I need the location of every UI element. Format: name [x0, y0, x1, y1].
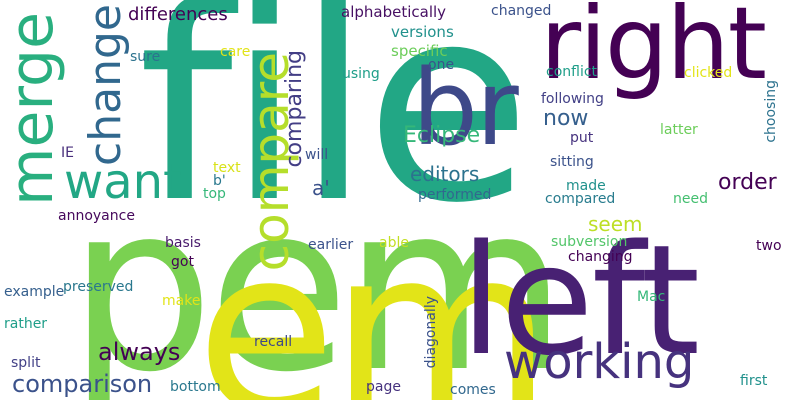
- word-using: using: [342, 66, 380, 82]
- word-example: example: [4, 284, 65, 300]
- word-alphabetically: alphabetically: [341, 3, 447, 21]
- word-want: want: [64, 154, 182, 210]
- word-editors: editors: [410, 162, 480, 186]
- word-order: order: [718, 170, 777, 195]
- word-basis: basis: [165, 235, 201, 251]
- word-able: able: [379, 235, 409, 251]
- word-latter: latter: [660, 122, 698, 138]
- word-em: em: [196, 199, 552, 400]
- word-differences: differences: [128, 4, 228, 25]
- word-subversion: subversion: [551, 234, 628, 250]
- word-split: split: [11, 355, 41, 371]
- word-two: two: [756, 238, 782, 254]
- word-merge: merge: [0, 12, 67, 206]
- word-br: br: [412, 47, 519, 169]
- word-performed: performed: [418, 187, 492, 203]
- word-working: working: [504, 334, 695, 390]
- word-now: now: [543, 106, 589, 131]
- word-comparing: comparing: [282, 50, 307, 168]
- word-will: will: [305, 147, 329, 163]
- word-seem: seem: [588, 212, 643, 236]
- word-clicked: clicked: [684, 65, 733, 81]
- word-right: right: [540, 0, 767, 102]
- word-a-prime: a': [312, 176, 330, 200]
- word-annoyance: annoyance: [58, 208, 135, 224]
- word-always: always: [98, 338, 181, 366]
- word-compared: compared: [545, 191, 616, 207]
- word-conflict: conflict: [546, 64, 598, 80]
- word-pem: pem: [68, 156, 568, 400]
- word-first: first: [740, 373, 768, 389]
- word-versions: versions: [391, 23, 454, 41]
- word-care: care: [220, 44, 251, 60]
- word-comparison: comparison: [12, 370, 153, 398]
- word-change: change: [80, 4, 131, 166]
- word-diagonally: diagonally: [423, 296, 439, 369]
- word-choosing: choosing: [763, 80, 779, 143]
- word-put: put: [570, 130, 594, 146]
- word-need: need: [673, 191, 708, 207]
- word-page: page: [366, 379, 401, 395]
- word-top: top: [203, 186, 226, 202]
- word-bottom: bottom: [170, 379, 221, 395]
- word-changing: changing: [568, 249, 633, 265]
- word-preserved: preserved: [63, 279, 134, 295]
- word-file: file: [138, 0, 531, 262]
- word-make: make: [162, 293, 201, 309]
- word-earlier: earlier: [308, 237, 354, 253]
- word-left: left: [460, 212, 700, 389]
- word-text: text: [213, 160, 241, 176]
- word-mac: Mac: [637, 289, 666, 305]
- word-ie: IE: [61, 145, 74, 161]
- word-comes: comes: [450, 382, 496, 398]
- word-eclipse: Eclipse: [403, 123, 481, 148]
- word-sure: sure: [130, 49, 161, 65]
- word-got: got: [171, 254, 194, 270]
- word-made: made: [566, 178, 606, 194]
- word-b-prime: b': [213, 173, 226, 189]
- word-sitting: sitting: [550, 154, 594, 170]
- word-recall: recall: [254, 334, 293, 350]
- word-rather: rather: [4, 316, 48, 332]
- word-following: following: [541, 91, 604, 107]
- word-changed: changed: [491, 3, 552, 19]
- word-specific: specific: [391, 42, 448, 60]
- word-one: one: [428, 57, 455, 73]
